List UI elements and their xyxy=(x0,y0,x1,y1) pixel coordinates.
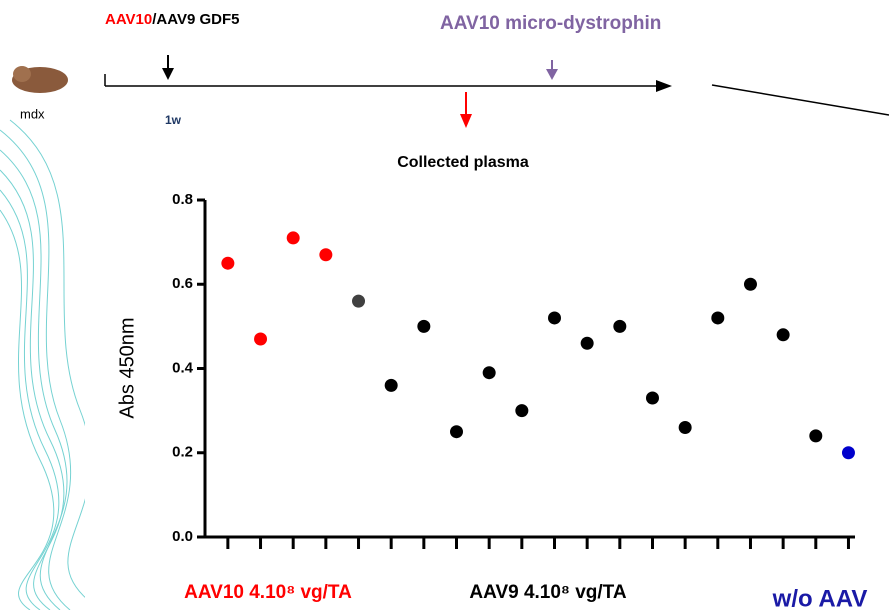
y-tick-label: 0.4 xyxy=(172,359,194,376)
point xyxy=(547,311,561,325)
group-label: AAV9 4.10⁸ vg/TA xyxy=(469,582,626,603)
point xyxy=(482,366,496,380)
point xyxy=(450,425,464,439)
injection-arrowhead xyxy=(162,68,174,80)
start-label: AAV10/AAV9 GDF5 xyxy=(105,11,240,28)
point xyxy=(319,248,333,262)
point xyxy=(254,332,268,346)
group-label: AAV10 4.10⁸ vg/TA xyxy=(184,582,352,603)
point xyxy=(743,277,757,291)
point xyxy=(286,231,300,245)
point xyxy=(384,378,398,392)
mouse-head xyxy=(13,66,31,82)
zoom-line xyxy=(711,84,889,116)
group-label: w/o AAV xyxy=(772,585,868,610)
point xyxy=(678,420,692,434)
chart-title: Collected plasma xyxy=(397,154,529,171)
point xyxy=(711,311,725,325)
mouse-label: mdx xyxy=(20,106,45,121)
start-label-red: AAV10 xyxy=(105,11,152,28)
treatment-arrowhead xyxy=(546,69,558,80)
point xyxy=(613,319,627,333)
start-label-rest: /AAV9 GDF5 xyxy=(152,11,239,28)
y-axis-label: Abs 450nm xyxy=(116,317,138,418)
point xyxy=(645,391,659,405)
y-tick-label: 0.2 xyxy=(172,444,193,461)
plasma-arrowhead xyxy=(460,114,472,128)
y-tick-label: 0.0 xyxy=(172,528,193,545)
treatment-label: AAV10 micro-dystrophin xyxy=(440,13,661,34)
point xyxy=(809,429,823,443)
point xyxy=(776,328,790,342)
point xyxy=(221,256,235,270)
y-tick-label: 0.8 xyxy=(172,191,193,208)
time-label: 1w xyxy=(165,113,182,127)
point xyxy=(515,404,529,418)
point xyxy=(417,319,431,333)
point xyxy=(580,336,594,350)
point xyxy=(352,294,366,308)
y-tick-label: 0.6 xyxy=(172,275,193,292)
point xyxy=(841,446,855,460)
decor-swirl xyxy=(0,119,92,610)
timeline-arrowhead xyxy=(656,80,672,92)
